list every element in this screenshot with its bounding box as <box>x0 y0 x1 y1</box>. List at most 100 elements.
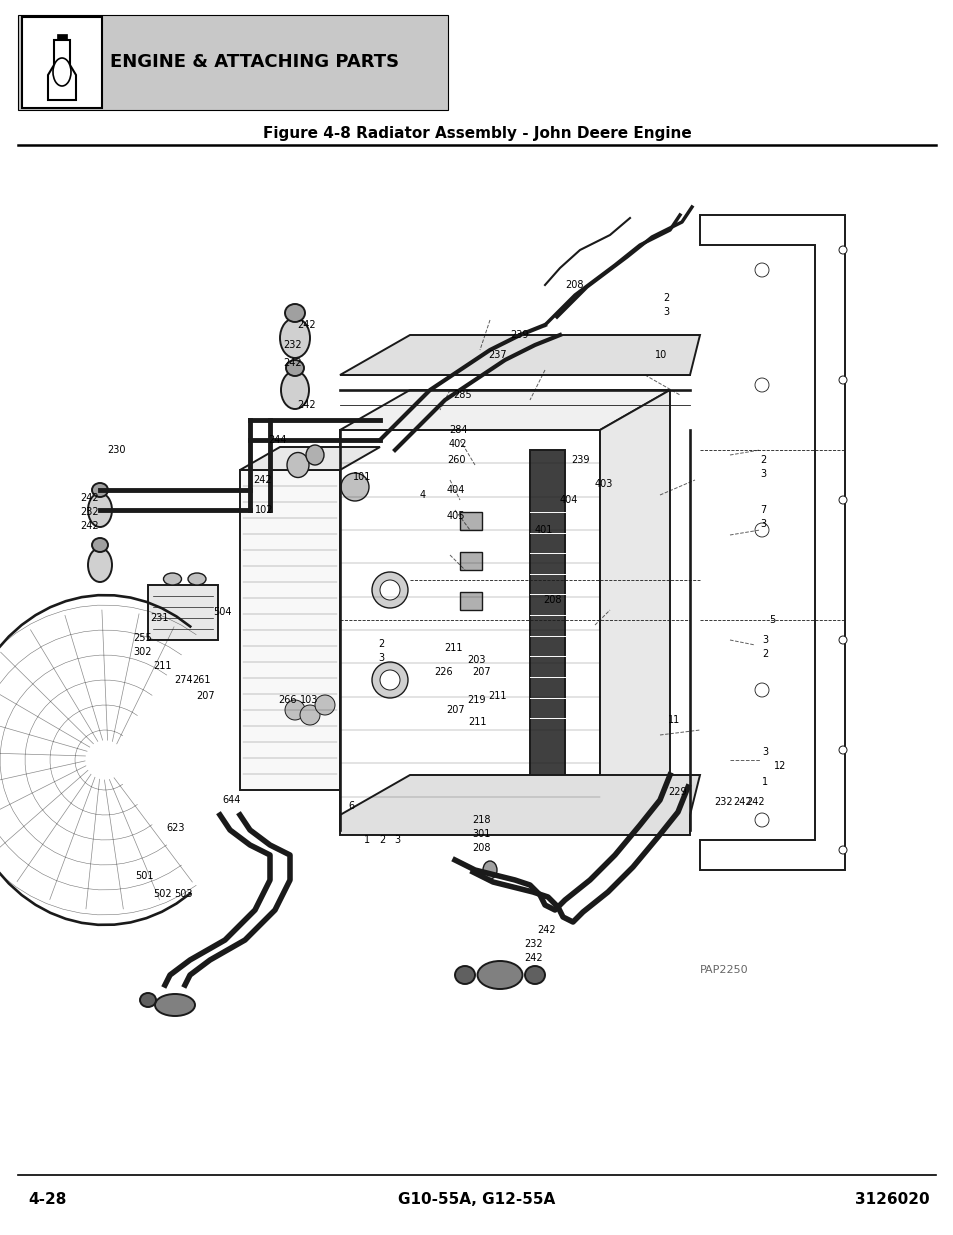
Text: 207: 207 <box>195 692 214 701</box>
Text: 266: 266 <box>277 695 296 705</box>
Text: 2: 2 <box>662 293 669 303</box>
Text: 211: 211 <box>468 718 486 727</box>
Text: 203: 203 <box>467 655 485 664</box>
Text: 11: 11 <box>667 715 679 725</box>
Text: 284: 284 <box>449 425 467 435</box>
Text: 208: 208 <box>564 280 583 290</box>
Text: 207: 207 <box>472 667 490 677</box>
Text: 239: 239 <box>571 454 589 466</box>
Bar <box>459 513 481 530</box>
Circle shape <box>299 705 319 725</box>
Text: 232: 232 <box>283 340 301 350</box>
Text: 6: 6 <box>348 802 354 811</box>
Text: 242: 242 <box>296 320 315 330</box>
Text: 242: 242 <box>296 400 315 410</box>
Text: 244: 244 <box>268 435 286 445</box>
Text: 644: 644 <box>222 795 240 805</box>
Ellipse shape <box>287 452 309 478</box>
Text: Figure 4-8 Radiator Assembly - John Deere Engine: Figure 4-8 Radiator Assembly - John Deer… <box>262 126 691 141</box>
Text: 242: 242 <box>253 475 272 485</box>
Text: 232: 232 <box>80 508 98 517</box>
Ellipse shape <box>285 304 305 322</box>
Text: 12: 12 <box>773 761 785 771</box>
Text: 255: 255 <box>132 634 152 643</box>
Circle shape <box>372 572 408 608</box>
Text: 231: 231 <box>150 613 169 622</box>
Text: 403: 403 <box>595 479 613 489</box>
Ellipse shape <box>281 370 309 409</box>
Circle shape <box>754 378 768 391</box>
Text: 302: 302 <box>132 647 152 657</box>
Text: 3126020: 3126020 <box>855 1193 929 1208</box>
Bar <box>57 35 67 40</box>
Circle shape <box>372 662 408 698</box>
Ellipse shape <box>482 861 497 879</box>
Circle shape <box>838 846 846 853</box>
Text: 1: 1 <box>364 835 370 845</box>
Text: 2: 2 <box>378 835 385 845</box>
Text: 211: 211 <box>443 643 462 653</box>
Circle shape <box>838 246 846 254</box>
Text: 226: 226 <box>434 667 452 677</box>
Polygon shape <box>339 776 700 835</box>
Text: 211: 211 <box>152 661 172 671</box>
Text: 7: 7 <box>760 505 765 515</box>
Text: 502: 502 <box>152 889 172 899</box>
Polygon shape <box>240 447 379 471</box>
Ellipse shape <box>280 317 310 358</box>
Text: 3: 3 <box>394 835 399 845</box>
Ellipse shape <box>455 966 475 984</box>
Text: 10: 10 <box>655 350 666 359</box>
Circle shape <box>314 695 335 715</box>
Bar <box>459 552 481 571</box>
Text: 3: 3 <box>761 747 767 757</box>
Text: 230: 230 <box>107 445 126 454</box>
Text: 219: 219 <box>467 695 485 705</box>
Bar <box>240 471 339 790</box>
Circle shape <box>340 473 369 501</box>
Circle shape <box>838 496 846 504</box>
Text: 3: 3 <box>760 469 765 479</box>
Text: 2: 2 <box>377 638 384 650</box>
Circle shape <box>838 746 846 755</box>
Text: 242: 242 <box>80 521 98 531</box>
Text: 504: 504 <box>213 606 232 618</box>
Circle shape <box>838 636 846 643</box>
Text: PAP2250: PAP2250 <box>700 965 748 974</box>
Text: 401: 401 <box>535 525 553 535</box>
Text: 404: 404 <box>447 485 465 495</box>
Text: 1: 1 <box>761 777 767 787</box>
Ellipse shape <box>88 548 112 582</box>
Bar <box>530 450 564 781</box>
Circle shape <box>754 263 768 277</box>
Text: 3: 3 <box>662 308 668 317</box>
Circle shape <box>754 522 768 537</box>
Text: 242: 242 <box>537 925 555 935</box>
Circle shape <box>838 375 846 384</box>
Text: 623: 623 <box>166 823 184 832</box>
Text: 242: 242 <box>732 797 751 806</box>
Bar <box>459 592 481 610</box>
Text: 285: 285 <box>453 390 471 400</box>
Text: 242: 242 <box>745 797 763 806</box>
Ellipse shape <box>91 538 108 552</box>
Text: 2: 2 <box>760 454 765 466</box>
Text: 5: 5 <box>768 615 775 625</box>
Text: 404: 404 <box>559 495 578 505</box>
Text: 3: 3 <box>377 653 384 663</box>
Ellipse shape <box>140 993 156 1007</box>
Text: 102: 102 <box>254 505 274 515</box>
Text: 242: 242 <box>283 358 301 368</box>
Text: 232: 232 <box>713 797 732 806</box>
Text: 261: 261 <box>192 676 211 685</box>
Text: 208: 208 <box>472 844 490 853</box>
Bar <box>339 430 599 830</box>
Text: ENGINE & ATTACHING PARTS: ENGINE & ATTACHING PARTS <box>110 53 398 70</box>
Bar <box>22 17 102 107</box>
Text: 405: 405 <box>447 511 465 521</box>
Text: 208: 208 <box>542 595 561 605</box>
Ellipse shape <box>88 493 112 527</box>
Text: 229: 229 <box>667 787 686 797</box>
Polygon shape <box>700 215 844 869</box>
Text: 101: 101 <box>353 472 371 482</box>
